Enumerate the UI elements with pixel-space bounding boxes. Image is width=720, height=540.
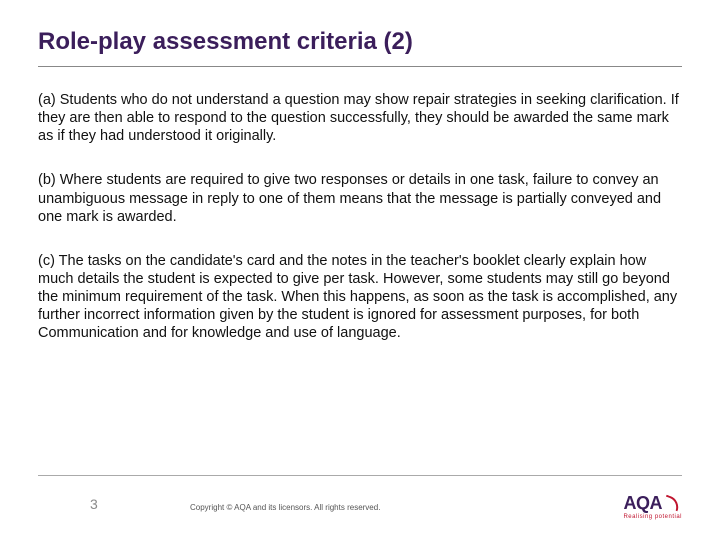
logo-main-text: AQA — [624, 493, 663, 513]
aqa-logo: AQA Realising potential — [623, 494, 682, 520]
logo-subtext: Realising potential — [623, 514, 682, 520]
slide-title: Role-play assessment criteria (2) — [38, 28, 682, 66]
logo-text: AQA — [623, 494, 682, 512]
paragraph-b: (b) Where students are required to give … — [38, 171, 682, 225]
page-number: 3 — [90, 496, 98, 512]
paragraph-c: (c) The tasks on the candidate's card an… — [38, 252, 682, 343]
copyright-text: Copyright © AQA and its licensors. All r… — [190, 503, 380, 512]
slide: Role-play assessment criteria (2) (a) St… — [0, 0, 720, 540]
paragraph-a: (a) Students who do not understand a que… — [38, 91, 682, 145]
title-rule — [38, 66, 682, 67]
footer-rule — [38, 475, 682, 476]
logo-swoosh-icon — [664, 495, 682, 509]
